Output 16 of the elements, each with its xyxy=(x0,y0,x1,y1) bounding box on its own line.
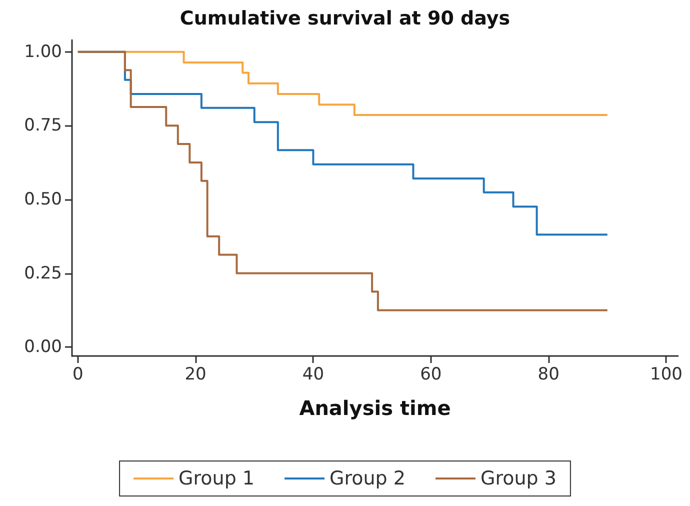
x-tick-label: 0 xyxy=(72,364,84,384)
x-axis-title: Analysis time xyxy=(299,396,451,420)
x-tick-label: 40 xyxy=(302,364,324,384)
x-tick-label: 20 xyxy=(184,364,206,384)
y-tick-label: 0.00 xyxy=(24,337,62,358)
x-tick-label: 60 xyxy=(420,364,442,384)
legend-label: Group 1 xyxy=(178,468,255,490)
x-tick-label: 100 xyxy=(650,364,682,384)
chart-title: Cumulative survival at 90 days xyxy=(180,8,510,30)
y-tick-label: 1.00 xyxy=(24,42,62,62)
legend-label: Group 2 xyxy=(330,468,406,490)
y-tick-label: 0.50 xyxy=(24,189,62,210)
legend-label: Group 3 xyxy=(480,468,556,490)
x-tick-label: 80 xyxy=(538,364,560,384)
y-tick-label: 0.25 xyxy=(24,263,62,284)
y-tick-label: 0.75 xyxy=(24,116,62,136)
